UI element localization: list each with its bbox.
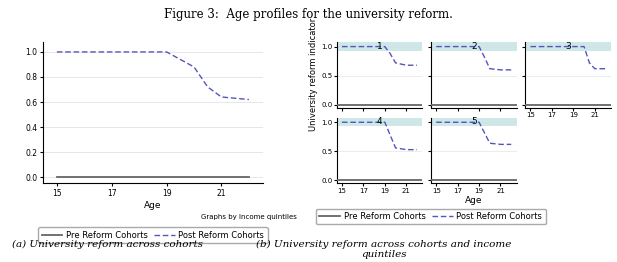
Y-axis label: University reform indicator: University reform indicator <box>309 18 318 132</box>
Text: Figure 3:  Age profiles for the university reform.: Figure 3: Age profiles for the universit… <box>164 8 453 21</box>
Text: 5: 5 <box>471 117 476 127</box>
Text: quintiles: quintiles <box>361 250 407 259</box>
Text: 1: 1 <box>376 42 383 51</box>
Bar <box>431 118 516 126</box>
Text: Graphs by Income quintiles: Graphs by Income quintiles <box>201 214 296 220</box>
Text: (a) University reform across cohorts: (a) University reform across cohorts <box>12 240 204 249</box>
Text: (b) University reform across cohorts and income: (b) University reform across cohorts and… <box>256 240 511 249</box>
X-axis label: Age: Age <box>144 201 162 210</box>
Bar <box>337 42 422 51</box>
Text: 2: 2 <box>471 42 476 51</box>
Bar <box>525 42 611 51</box>
Text: 4: 4 <box>376 117 383 127</box>
Text: 3: 3 <box>565 42 571 51</box>
Legend: Pre Reform Cohorts, Post Reform Cohorts: Pre Reform Cohorts, Post Reform Cohorts <box>38 227 268 243</box>
Bar <box>431 42 516 51</box>
Legend: Pre Reform Cohorts, Post Reform Cohorts: Pre Reform Cohorts, Post Reform Cohorts <box>316 209 545 224</box>
X-axis label: Age: Age <box>465 196 482 205</box>
Bar <box>337 118 422 126</box>
